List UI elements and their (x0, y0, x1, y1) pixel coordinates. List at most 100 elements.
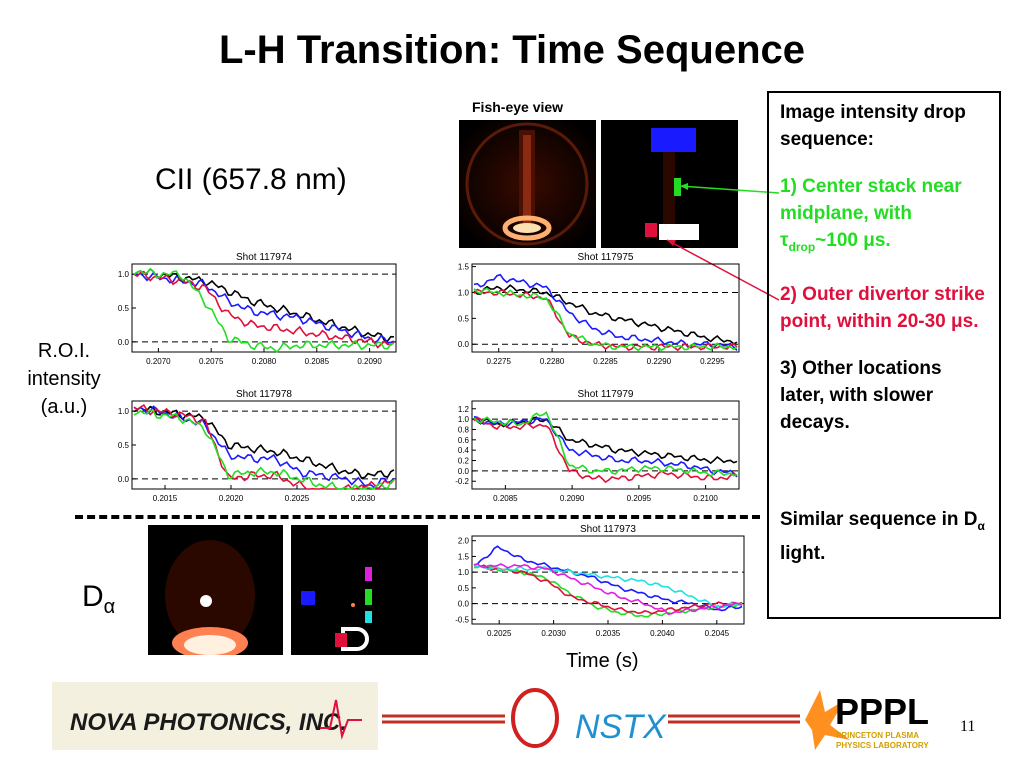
series-line-black (473, 284, 738, 345)
chart-shot-117975: Shot 117975 1.5 1.0 0.5 0.0 0.2275 0.2280 0.228… (458, 252, 740, 366)
y-tick-label: 1.0 (118, 270, 130, 279)
nova-pulse-icon (320, 699, 362, 740)
y-tick-label: 1.5 (458, 552, 470, 561)
box-item-4: Similar sequence in Dα light. (780, 508, 985, 564)
x-tick-label: 0.2295 (700, 357, 725, 366)
y-tick-label: 0.0 (118, 338, 130, 347)
series-line-red (473, 416, 738, 484)
y-tick-label: 0.8 (458, 425, 470, 434)
y-tick-label: 0.0 (118, 475, 130, 484)
y-tick-label: 0.5 (118, 441, 130, 450)
x-tick-label: 0.2100 (693, 494, 718, 503)
page-number: 11 (960, 718, 976, 735)
series-line-green (473, 411, 738, 478)
x-tick-label: 0.2085 (305, 357, 330, 366)
footer-logos: NOVA PHOTONICS, INC. NSTX PPPL PRINCETON… (52, 682, 929, 750)
x-tick-label: 0.2095 (627, 494, 652, 503)
svg-text:PRINCETON PLASMA: PRINCETON PLASMA (836, 731, 919, 740)
series-line-red (473, 564, 743, 615)
y-tick-label: 2.0 (458, 537, 470, 546)
roi-line-2: intensity (27, 368, 101, 390)
chart-title: Shot 117973 (580, 524, 636, 535)
box-item-3: 3) Other locations later, with slower de… (780, 357, 942, 433)
nova-logo-bg (52, 682, 378, 750)
nova-logo-text: NOVA PHOTONICS, INC. (70, 709, 347, 736)
roi-label: R.O.I. intensity (a.u.) (14, 337, 114, 421)
slide-title: L-H Transition: Time Sequence (218, 28, 806, 72)
x-tick-label: 0.2035 (596, 629, 621, 638)
x-tick-label: 0.2030 (541, 629, 566, 638)
y-tick-label: 1.0 (458, 288, 470, 297)
series-line-green (133, 408, 395, 490)
series-line-blue (133, 271, 395, 344)
x-tick-label: 0.2075 (199, 357, 224, 366)
y-tick-label: 0.5 (458, 584, 470, 593)
y-tick-label: 0.0 (458, 340, 470, 349)
dalpha-letter: D (82, 580, 104, 613)
chart-frame (131, 263, 397, 353)
x-tick-label: 0.2030 (351, 494, 376, 503)
nstx-logo-text: NSTX (575, 708, 667, 746)
x-tick-label: 0.2025 (487, 629, 512, 638)
series-line-blue (133, 405, 395, 489)
y-tick-label: -0.5 (455, 615, 469, 624)
y-tick-label: 0.4 (458, 446, 470, 455)
explanation-box: Image intensity drop sequence: 1) Center… (767, 91, 1001, 619)
series-line-red (133, 270, 395, 349)
y-tick-label: 0.0 (458, 600, 470, 609)
roi-line-3: (a.u.) (40, 396, 88, 418)
chart-title: Shot 117979 (578, 389, 634, 400)
series-line-black (473, 416, 738, 465)
y-tick-label: 0.2 (458, 457, 470, 466)
cii-label: CII (657.8 nm) (155, 163, 347, 196)
chart-shot-117974: Shot 117974 1.0 0.5 0.0 0.2070 0.2075 0.2080 0.… (118, 252, 397, 366)
chart-frame (471, 400, 740, 490)
series-line-red (473, 288, 738, 352)
pppl-logo-text: PPPL (835, 691, 929, 732)
dalpha-sub: α (103, 596, 116, 618)
pppl-sun-icon (805, 690, 850, 750)
chart-title: Shot 117975 (578, 252, 634, 263)
y-tick-label: 1.2 (458, 405, 470, 414)
fisheye-image-dalpha (148, 525, 283, 655)
x-tick-label: 0.2040 (650, 629, 675, 638)
y-tick-label: 1.5 (458, 263, 470, 272)
fisheye-image-cii (459, 120, 596, 248)
chart-frame (471, 535, 745, 625)
x-tick-label: 0.2090 (357, 357, 382, 366)
chart-title: Shot 117978 (236, 389, 292, 400)
x-tick-label: 0.2025 (285, 494, 310, 503)
series-line-green (133, 267, 395, 354)
fisheye-label: Fish-eye view (472, 99, 564, 115)
box-item-1: 1) Center stack near midplane, with τdro… (780, 176, 962, 254)
series-line-black (133, 405, 395, 480)
chart-frame (471, 263, 740, 353)
chart-shot-117979: Shot 117979 1.21.00.8 0.60.4 0.20.0-0.2 0.20… (455, 389, 740, 503)
roi-map-image-cii (601, 120, 738, 248)
x-tick-label: 0.2070 (146, 357, 171, 366)
series-line-magenta (473, 563, 743, 616)
time-axis-label: Time (s) (566, 650, 639, 672)
y-tick-label: 0.5 (118, 304, 130, 313)
x-tick-label: 0.2285 (593, 357, 618, 366)
series-line-black (133, 267, 395, 342)
x-tick-label: 0.2090 (560, 494, 585, 503)
y-tick-label: -0.2 (455, 477, 469, 486)
y-tick-label: 0.5 (458, 314, 470, 323)
y-tick-label: 1.0 (458, 415, 470, 424)
x-tick-label: 0.2280 (540, 357, 565, 366)
roi-map-image-dalpha (291, 525, 428, 655)
x-tick-label: 0.2015 (153, 494, 178, 503)
box-item-2: 2) Outer divertor strike point, within 2… (780, 283, 985, 332)
roi-line-1: R.O.I. (37, 340, 91, 362)
chart-shot-117973: Shot 117973 2.0 1.5 1.0 0.5 0.0 -0.5 0.2025 0.20… (455, 524, 745, 638)
x-tick-label: 0.2275 (486, 357, 511, 366)
y-tick-label: 1.0 (458, 568, 470, 577)
y-tick-label: 0.0 (458, 467, 470, 476)
series-line-green (473, 287, 738, 352)
svg-text:PHYSICS LABORATORY: PHYSICS LABORATORY (836, 741, 929, 750)
x-tick-label: 0.2020 (219, 494, 244, 503)
dalpha-label: Dα (82, 580, 115, 619)
box-heading: Image intensity drop sequence: (780, 102, 966, 150)
x-tick-label: 0.2290 (647, 357, 672, 366)
